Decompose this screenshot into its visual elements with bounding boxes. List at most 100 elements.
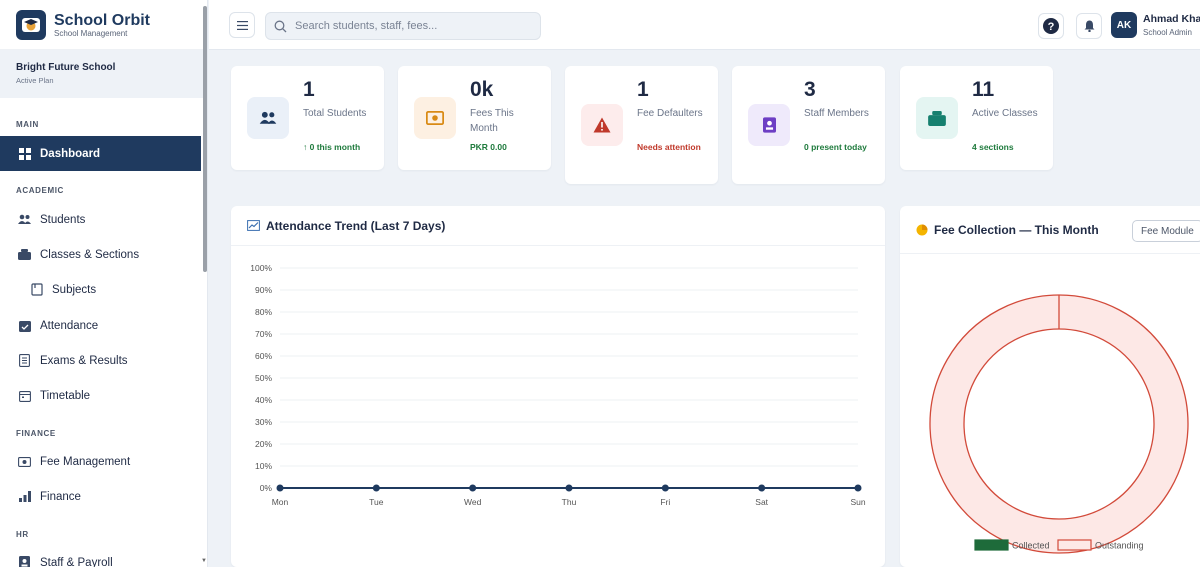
y-tick-label: 90%: [255, 285, 272, 295]
nav-section-academic: ACADEMIC: [16, 186, 64, 195]
y-tick-label: 0%: [260, 483, 273, 493]
sidebar-item-classes[interactable]: Classes & Sections: [0, 237, 201, 272]
attendance-panel-title: Attendance Trend (Last 7 Days): [266, 218, 446, 233]
slice-outstanding: [929, 294, 1189, 554]
scroll-down-arrow-icon[interactable]: ▼: [201, 558, 207, 564]
stat-card-staff[interactable]: 3 Staff Members 0 present today: [732, 66, 885, 184]
y-tick-label: 40%: [255, 395, 272, 405]
warning-icon: [581, 104, 623, 146]
sidebar-item-attendance[interactable]: Attendance: [0, 308, 201, 343]
data-point: [565, 484, 573, 492]
hamburger-icon: [236, 20, 248, 30]
attendance-panel: Attendance Trend (Last 7 Days) 0% 10% 20% 3…: [231, 206, 885, 567]
stat-sub: ↑ 0 this month: [303, 142, 361, 152]
sidebar-item-label: Dashboard: [40, 147, 101, 160]
fee-doughnut-chart: Collected Outstanding: [929, 294, 1189, 554]
trend-icon: [247, 220, 260, 231]
stat-sub: 4 sections: [972, 142, 1014, 152]
data-point: [758, 484, 766, 492]
sidebar: School Orbit School Management Bright Fu…: [0, 0, 208, 567]
avatar[interactable]: AK: [1111, 12, 1137, 38]
user-name[interactable]: Ahmad Kha: [1143, 13, 1200, 25]
money-icon: [414, 97, 456, 139]
notifications-button[interactable]: [1076, 13, 1102, 39]
y-tick-label: 80%: [255, 307, 272, 317]
stat-value: 1: [637, 78, 649, 101]
legend-swatch-collected: [974, 539, 1009, 551]
legend-label: Collected: [1012, 541, 1050, 551]
stat-value: 0k: [470, 78, 494, 101]
money-icon: [18, 455, 31, 468]
data-point: [469, 484, 477, 492]
data-point: [276, 484, 284, 492]
nav-section-hr: HR: [16, 530, 29, 539]
fee-module-button[interactable]: Fee Module: [1132, 220, 1200, 242]
x-tick-label: Sun: [850, 497, 865, 507]
svg-text:?: ?: [1048, 21, 1055, 33]
stat-card-students[interactable]: 1 Total Students ↑ 0 this month: [231, 66, 384, 170]
y-tick-label: 60%: [255, 351, 272, 361]
brand-subtitle: School Management: [54, 28, 128, 38]
search-input[interactable]: [295, 20, 525, 32]
sidebar-item-students[interactable]: Students: [0, 202, 201, 237]
book-icon: [30, 283, 43, 296]
stat-label: Fees This Month: [470, 108, 514, 134]
school-name: Bright Future School: [16, 62, 116, 73]
classes-icon: [916, 97, 958, 139]
sidebar-item-label: Staff & Payroll: [40, 556, 113, 567]
help-button[interactable]: ?: [1038, 13, 1064, 39]
dashboard-icon: [18, 147, 31, 160]
y-tick-label: 100%: [250, 263, 272, 273]
stat-label: Total Students: [303, 108, 367, 119]
school-info: Bright Future School Active Plan: [0, 50, 207, 98]
calendar-icon: [18, 389, 31, 402]
fee-collection-panel: Fee Collection — This Month Fee Module C…: [900, 206, 1200, 567]
search-box: [265, 12, 541, 40]
sidebar-item-label: Fee Management: [40, 455, 131, 468]
sidebar-item-label: Finance: [40, 490, 81, 503]
menu-toggle-button[interactable]: [229, 12, 255, 38]
search-icon: [274, 20, 287, 32]
stat-sub: PKR 0.00: [470, 142, 507, 152]
x-tick-label: Wed: [464, 497, 482, 507]
x-tick-label: Tue: [369, 497, 384, 507]
school-logo-icon: [16, 9, 46, 40]
sidebar-item-label: Students: [40, 213, 86, 226]
document-list-icon: [18, 354, 31, 367]
x-tick-label: Thu: [562, 497, 577, 507]
data-point: [661, 484, 669, 492]
sidebar-item-label: Exams & Results: [40, 354, 128, 367]
x-tick-label: Mon: [272, 497, 289, 507]
stat-label: Active Classes: [972, 108, 1038, 119]
sidebar-item-timetable[interactable]: Timetable: [0, 378, 201, 413]
sidebar-item-fee-management[interactable]: Fee Management: [0, 444, 201, 479]
sidebar-item-staff-payroll[interactable]: Staff & Payroll: [0, 545, 201, 567]
sidebar-item-exams[interactable]: Exams & Results: [0, 343, 201, 378]
stat-label: Staff Members: [804, 108, 869, 119]
calendar-check-icon: [18, 319, 31, 332]
id-badge-icon: [748, 104, 790, 146]
stat-value: 1: [303, 78, 315, 101]
bar-chart-icon: [18, 490, 31, 503]
legend-label: Outstanding: [1095, 541, 1144, 551]
user-role: School Admin: [1143, 28, 1192, 37]
brand[interactable]: School Orbit School Management: [0, 0, 207, 50]
brand-title: School Orbit: [54, 11, 150, 29]
y-tick-label: 50%: [255, 373, 272, 383]
stat-card-fees[interactable]: 0k Fees This Month PKR 0.00: [398, 66, 551, 170]
stat-card-defaulters[interactable]: 1 Fee Defaulters Needs attention: [565, 66, 718, 184]
sidebar-item-label: Subjects: [52, 283, 97, 296]
fee-panel-title: Fee Collection — This Month: [934, 222, 1099, 237]
nav-section-finance: FINANCE: [16, 429, 56, 438]
sidebar-scrollbar[interactable]: [203, 6, 207, 272]
sidebar-item-subjects[interactable]: Subjects: [0, 272, 201, 307]
attendance-line-chart: 0% 10% 20% 30% 40% 50% 60% 70% 80% 90% 100% Mon Tue W…: [250, 263, 866, 507]
y-tick-label: 70%: [255, 329, 272, 339]
help-icon: ?: [1043, 18, 1059, 34]
stat-card-classes[interactable]: 11 Active Classes 4 sections: [900, 66, 1053, 170]
sidebar-item-label: Attendance: [40, 319, 99, 332]
sidebar-item-finance[interactable]: Finance: [0, 479, 201, 514]
attendance-panel-header: Attendance Trend (Last 7 Days): [231, 206, 885, 246]
sidebar-item-dashboard[interactable]: Dashboard: [0, 136, 201, 171]
bell-icon: [1084, 20, 1094, 32]
